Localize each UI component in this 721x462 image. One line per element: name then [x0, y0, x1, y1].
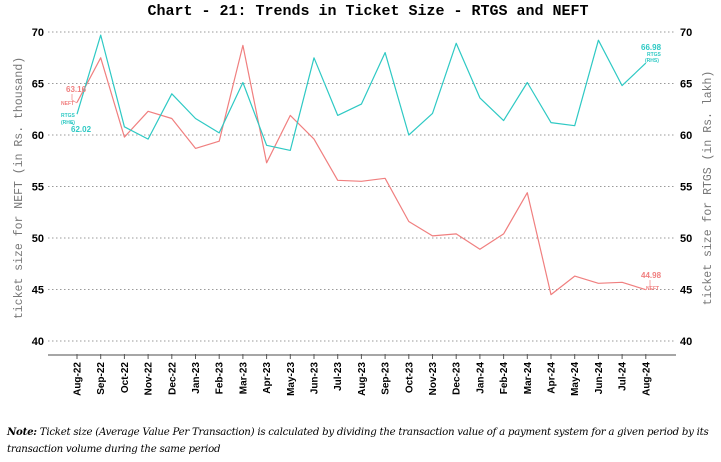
- neft-end-label: NEFT: [646, 286, 659, 292]
- x-tick-label: Feb-23: [215, 362, 226, 395]
- y-axis-right-label: ticket size for RTGS (in Rs. lakh): [702, 71, 715, 306]
- y-left-tick-label: 65: [32, 79, 44, 91]
- x-tick-label: Dec-22: [167, 362, 178, 395]
- x-tick-label: May-24: [570, 362, 581, 396]
- y-right-tick-label: 50: [680, 233, 692, 245]
- rtgs-end-label1: RTGS: [647, 52, 662, 58]
- series-rtgs: [76, 34, 647, 151]
- chart-title: Chart - 21: Trends in Ticket Size - RTGS…: [147, 3, 588, 20]
- y-left-tick-label: 60: [32, 130, 44, 142]
- y-right-tick-label: 55: [680, 182, 692, 194]
- y-left-tick-label: 40: [32, 336, 44, 348]
- x-tick-label: Apr-24: [547, 362, 558, 394]
- y-axis-left-label: ticket size for NEFT (in Rs. thousand): [13, 57, 26, 319]
- x-tick-label: Nov-22: [144, 362, 155, 396]
- neft-end-value: 44.98: [641, 271, 662, 280]
- x-tick-label: Aug-22: [73, 362, 84, 396]
- rtgs-end-value: 66.98: [641, 43, 662, 52]
- rtgs-start-value: 62.02: [71, 125, 92, 134]
- x-tick-label: Dec-23: [452, 362, 463, 395]
- x-tick-label: Jun-23: [310, 362, 321, 395]
- x-tick-label: Jan-23: [191, 362, 202, 394]
- x-axis-ticks: Aug-22 Sep-22 Oct-22 Nov-22 Dec-22 Jan-23 Feb-…: [73, 354, 652, 396]
- footnote-prefix: Note:: [7, 426, 37, 438]
- rtgs-end-label2: (RHS): [645, 58, 659, 64]
- annotation-rtgs-end: 66.98 RTGS (RHS): [641, 43, 662, 64]
- neft-start-label: NEFT: [61, 101, 74, 107]
- y-right-tick-label: 70: [680, 27, 692, 39]
- rtgs-start-label2: (RHS): [61, 120, 75, 126]
- x-tick-label: Apr-23: [262, 362, 273, 394]
- x-tick-label: Nov-23: [428, 362, 439, 396]
- x-tick-label: Mar-23: [238, 362, 249, 395]
- y-left-tick-label: 45: [32, 285, 44, 297]
- y-left-tick-label: 70: [32, 27, 44, 39]
- y-right-tick-label: 65: [680, 79, 692, 91]
- footnote-text: Ticket size (Average Value Per Transacti…: [7, 427, 709, 455]
- annotation-rtgs-start: RTGS (RHS) 62.02: [61, 113, 92, 134]
- annotation-neft-end: 44.98 NEFT: [641, 271, 662, 292]
- y-right-tick-label: 60: [680, 130, 692, 142]
- y-right-tick-label: 45: [680, 285, 692, 297]
- y-left-tick-label: 50: [32, 233, 44, 245]
- x-tick-label: Feb-24: [499, 362, 510, 395]
- y-axis-right: 40 45 50 55 60 65 70: [680, 27, 692, 348]
- y-left-tick-label: 55: [32, 182, 44, 194]
- series-neft: [76, 44, 646, 296]
- y-right-tick-label: 40: [680, 336, 692, 348]
- y-axis-left: 40 45 50 55 60 65 70: [32, 27, 44, 348]
- series: [76, 34, 647, 296]
- chart: Chart - 21: Trends in Ticket Size - RTGS…: [13, 3, 715, 396]
- x-tick-label: Aug-23: [357, 362, 368, 396]
- x-tick-label: Jul-24: [618, 362, 629, 391]
- annotation-neft-start: 63.16 NEFT: [61, 85, 87, 107]
- x-tick-label: Jun-24: [594, 362, 605, 395]
- neft-start-value: 63.16: [66, 85, 87, 94]
- x-tick-label: Jul-23: [333, 362, 344, 391]
- footnote: Note: Ticket size (Average Value Per Tra…: [7, 424, 719, 458]
- rtgs-start-label1: RTGS: [61, 113, 76, 119]
- x-tick-label: Sep-22: [96, 362, 107, 395]
- x-tick-label: Oct-22: [120, 362, 131, 394]
- series-line-neft: [76, 44, 646, 296]
- x-tick-label: Aug-24: [641, 362, 652, 396]
- x-tick-label: Mar-24: [523, 362, 534, 395]
- x-tick-label: May-23: [286, 362, 297, 396]
- x-tick-label: Sep-23: [381, 362, 392, 395]
- series-line-rtgs: [76, 34, 647, 151]
- x-tick-label: Oct-23: [404, 362, 415, 394]
- gridlines: [48, 31, 676, 342]
- x-tick-label: Jan-24: [475, 362, 486, 394]
